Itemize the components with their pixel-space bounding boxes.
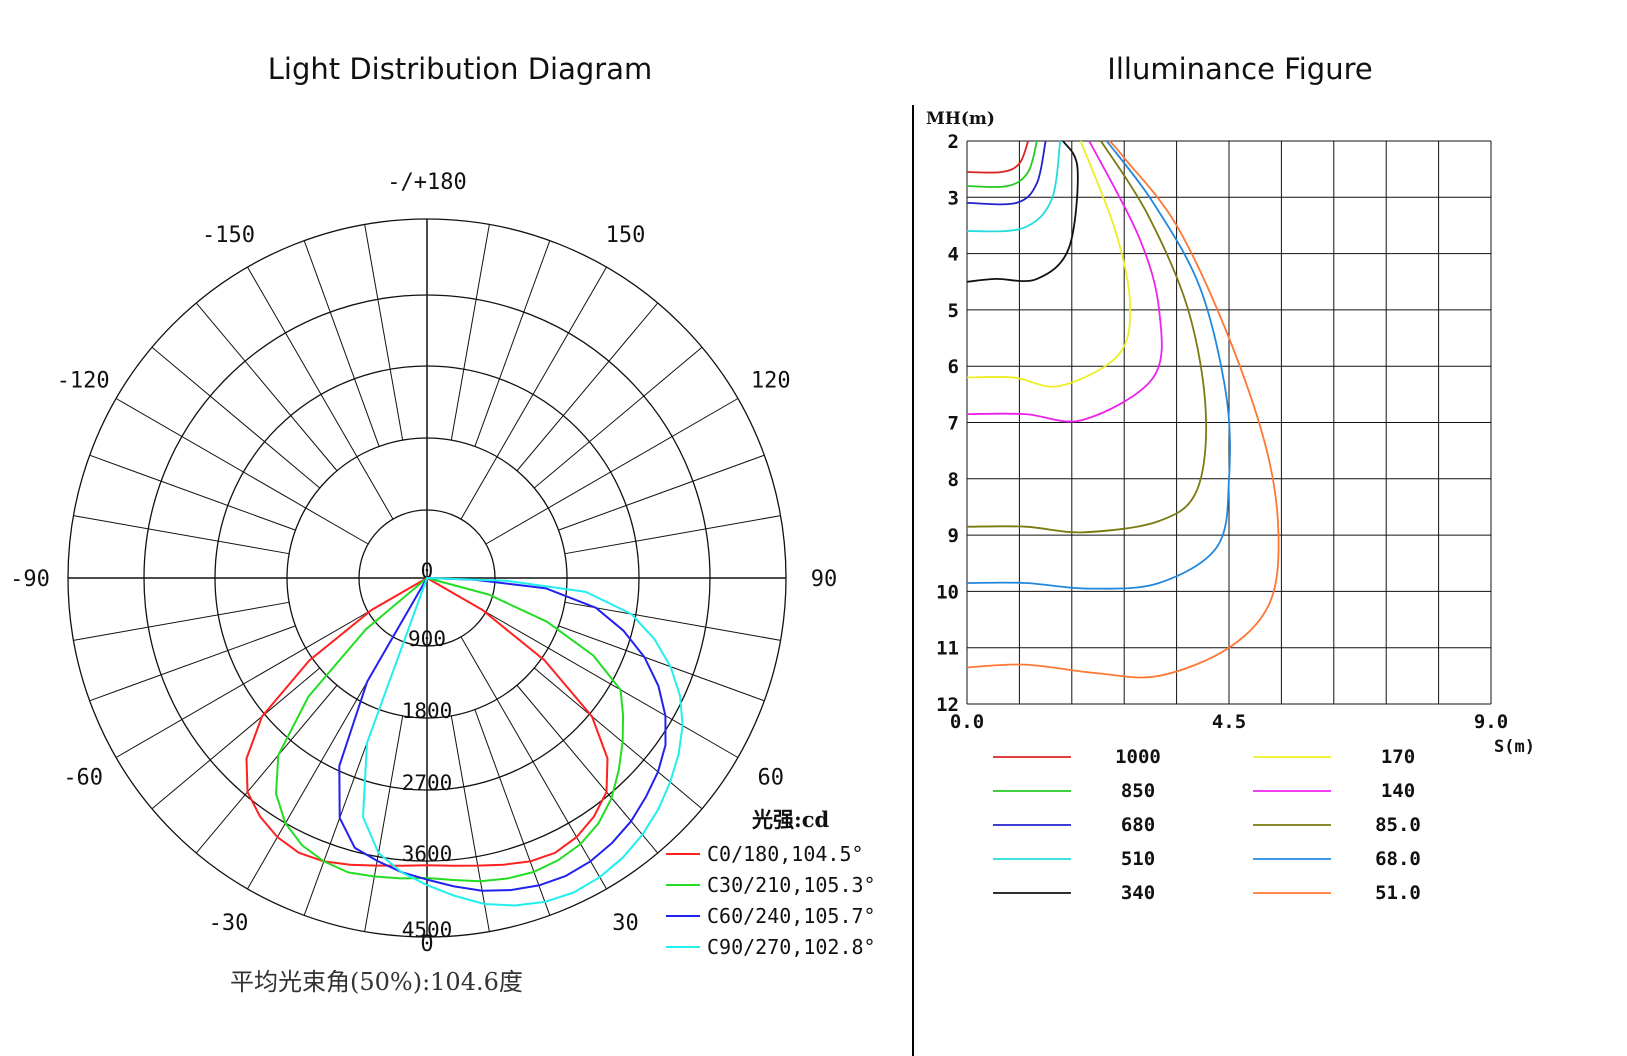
polar-spoke [89,454,296,531]
polar-legend-label: C0/180,104.5° [707,842,864,866]
polar-series-0 [245,577,609,867]
polar-spoke [151,346,321,489]
polar-spoke [516,684,659,854]
contour-line-3 [966,140,1062,233]
contour-ytick: 10 [936,581,959,603]
polar-spoke [485,611,739,758]
polar-chart: -/+180 150 -150 120 -120 90 -90 60 -60 30 -30 0 0 900… [10,170,875,996]
polar-angle-label: -120 [57,369,110,394]
polar-radial-tick: 4500 [402,918,453,942]
polar-spoke [474,709,551,916]
polar-angle-label: -/+180 [387,170,466,195]
polar-angle-label: 150 [606,223,646,248]
polar-spoke [303,240,380,447]
polar-chart-title: Light Distribution Diagram [267,52,653,86]
polar-legend-label: C30/210,105.3° [707,873,876,897]
contour-ytick: 8 [948,469,959,491]
contour-legend-label: 680 [1121,814,1155,836]
contour-ylabel: MH(m) [926,109,995,129]
contour-legend-label: 85.0 [1375,814,1421,836]
contour-legend-label: 340 [1121,882,1155,904]
polar-angle-label: -30 [209,911,249,936]
contour-ytick: 3 [948,187,959,209]
polar-spoke [460,266,607,520]
polar-spoke [73,515,290,555]
contour-xtick: 4.5 [1212,711,1246,733]
contour-xtick: 0.0 [950,711,984,733]
polar-spoke [364,224,404,441]
contour-chart-title: Illuminance Figure [1107,52,1373,86]
polar-series-2 [338,577,667,892]
contour-line-0 [966,140,1029,174]
contour-line-1 [966,140,1038,188]
polar-angle-label: -60 [63,766,103,791]
contour-ytick: 2 [948,131,959,153]
polar-radial-tick: 1800 [402,699,453,723]
contour-ytick: 7 [948,413,959,435]
contour-ytick: 5 [948,300,959,322]
polar-spoke [533,667,703,810]
polar-angle-label: 120 [751,369,791,394]
polar-series-3 [362,577,684,907]
contour-ytick: 4 [948,244,959,266]
contour-ytick: 12 [936,694,959,716]
polar-radial-tick: 0 [421,559,434,583]
polar-spoke [516,302,659,472]
contour-legend-label: 850 [1121,780,1155,802]
polar-angle-label: 90 [811,567,838,592]
contour-ytick: 9 [948,525,959,547]
polar-spoke [564,515,781,555]
polar-spoke [564,601,781,641]
polar-spoke [151,667,321,810]
polar-spoke [73,601,290,641]
polar-angle-label: 60 [758,766,785,791]
contour-line-5 [966,140,1132,388]
polar-spoke [460,636,607,890]
contour-legend-label: 68.0 [1375,848,1421,870]
contour-legend-label: 1000 [1115,746,1161,768]
polar-series-1 [275,577,625,883]
polar-spoke [115,398,369,545]
contour-legend-label: 170 [1381,746,1415,768]
polar-spoke [450,224,490,441]
polar-footer: 平均光束角(50%):104.6度 [230,968,523,996]
polar-spoke [364,715,404,932]
polar-angle-label: 0 [420,932,433,957]
polar-radial-tick: 900 [408,627,446,651]
contour-xtick: 9.0 [1474,711,1508,733]
contour-line-9 [966,140,1280,679]
polar-spoke [195,684,338,854]
contour-ytick: 11 [936,638,959,660]
contour-chart: MH(m)2 3 4 5 6 7 8 9 10 11 120.0 4.5 9.0 S(m) 1000 850 6… [926,109,1535,904]
polar-spoke [89,625,296,702]
polar-spoke [474,240,551,447]
polar-angle-label: -150 [202,223,255,248]
contour-ytick: 6 [948,356,959,378]
polar-spoke [485,398,739,545]
contour-legend-label: 51.0 [1375,882,1421,904]
polar-legend-label: C90/270,102.8° [707,935,876,959]
contour-xlabel: S(m) [1494,737,1535,757]
polar-angle-label: -90 [10,567,50,592]
polar-spoke [558,454,765,531]
polar-radial-tick: 3600 [402,842,453,866]
polar-spoke [115,611,369,758]
contour-legend-label: 140 [1381,780,1415,802]
contour-line-4 [966,140,1079,283]
contour-line-7 [966,140,1207,534]
contour-line-2 [966,140,1047,206]
polar-spoke [558,625,765,702]
contour-line-6 [966,140,1163,423]
polar-spoke [247,266,394,520]
contour-line-8 [966,140,1231,590]
polar-unit-label: 光强:cd [751,807,830,832]
polar-radial-tick: 2700 [402,771,453,795]
polar-legend-label: C60/240,105.7° [707,904,876,928]
polar-angle-label: 30 [612,911,639,936]
contour-legend-label: 510 [1121,848,1155,870]
polar-spoke [533,346,703,489]
polar-spoke [450,715,490,932]
polar-spoke [195,302,338,472]
